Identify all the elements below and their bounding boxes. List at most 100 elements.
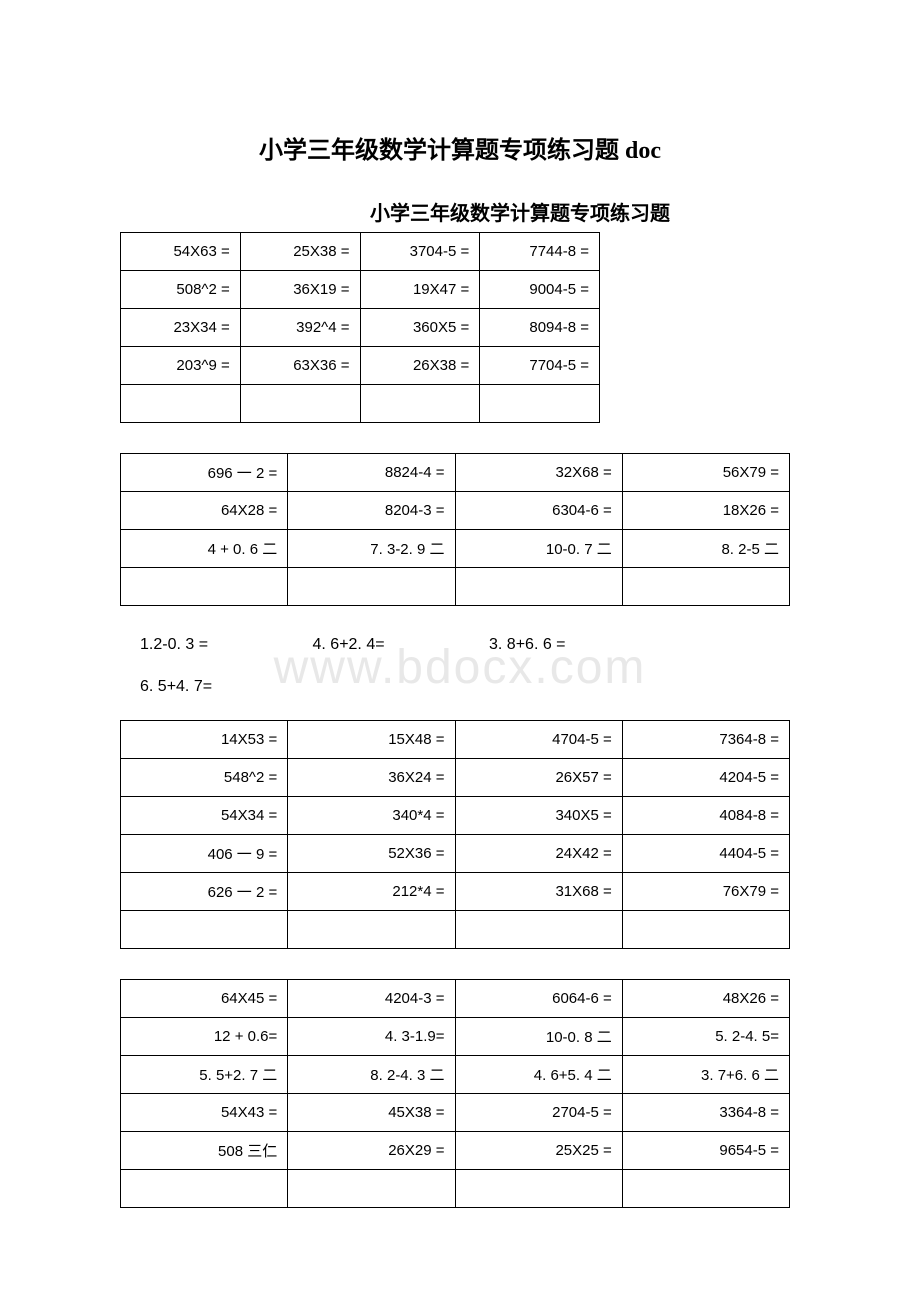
table-row: 696 一 2 = 8824-4 = 32X68 = 56X79 = — [121, 454, 790, 492]
table-row: 626 一 2 = 212*4 = 31X68 = 76X79 = — [121, 873, 790, 911]
table-cell: 7. 3-2. 9 二 — [288, 530, 455, 568]
table-cell: 626 一 2 = — [121, 873, 288, 911]
inline-item: 6. 5+4. 7= — [140, 678, 212, 696]
table-cell: 64X45 = — [121, 980, 288, 1018]
inline-item: 1.2-0. 3 = — [140, 636, 208, 654]
table-row: 548^2 = 36X24 = 26X57 = 4204-5 = — [121, 759, 790, 797]
table-cell: 4404-5 = — [622, 835, 789, 873]
table-cell: 2704-5 = — [455, 1094, 622, 1132]
table-row — [121, 911, 790, 949]
table-cell: 52X36 = — [288, 835, 455, 873]
table-row: 54X43 = 45X38 = 2704-5 = 3364-8 = — [121, 1094, 790, 1132]
table-row: 508 三仁 26X29 = 25X25 = 9654-5 = — [121, 1132, 790, 1170]
table-cell — [622, 911, 789, 949]
table-row: 508^2 = 36X19 = 19X47 = 9004-5 = — [121, 271, 600, 309]
table-cell — [455, 568, 622, 606]
table-cell: 56X79 = — [622, 454, 789, 492]
table-cell: 406 一 9 = — [121, 835, 288, 873]
table-2: 696 一 2 = 8824-4 = 32X68 = 56X79 = 64X28… — [120, 453, 790, 606]
table-cell — [622, 568, 789, 606]
table-1: 54X63 = 25X38 = 3704-5 = 7744-8 = 508^2 … — [120, 232, 600, 423]
table-3-body: 14X53 = 15X48 = 4704-5 = 7364-8 = 548^2 … — [121, 721, 790, 949]
table-cell — [360, 385, 480, 423]
table-cell — [622, 1170, 789, 1208]
sub-title: 小学三年级数学计算题专项练习题 — [220, 197, 820, 226]
table-cell: 19X47 = — [360, 271, 480, 309]
table-row: 54X63 = 25X38 = 3704-5 = 7744-8 = — [121, 233, 600, 271]
table-row: 203^9 = 63X36 = 26X38 = 7704-5 = — [121, 347, 600, 385]
table-row: 406 一 9 = 52X36 = 24X42 = 4404-5 = — [121, 835, 790, 873]
table-cell: 10-0. 8 二 — [455, 1018, 622, 1056]
inline-row-1: 1.2-0. 3 = 4. 6+2. 4= 3. 8+6. 6 = — [140, 636, 820, 654]
table-row — [121, 568, 790, 606]
table-cell — [121, 568, 288, 606]
table-cell: 15X48 = — [288, 721, 455, 759]
table-cell: 212*4 = — [288, 873, 455, 911]
inline-row-2: 6. 5+4. 7= — [140, 678, 820, 696]
table-cell: 6064-6 = — [455, 980, 622, 1018]
table-cell: 25X25 = — [455, 1132, 622, 1170]
table-cell: 508^2 = — [121, 271, 241, 309]
table-cell: 14X53 = — [121, 721, 288, 759]
table-row: 54X34 = 340*4 = 340X5 = 4084-8 = — [121, 797, 790, 835]
table-cell: 12 + 0.6= — [121, 1018, 288, 1056]
table-cell: 5. 5+2. 7 二 — [121, 1056, 288, 1094]
table-cell: 4 + 0. 6 二 — [121, 530, 288, 568]
table-cell: 360X5 = — [360, 309, 480, 347]
table-cell: 4704-5 = — [455, 721, 622, 759]
table-cell: 3. 7+6. 6 二 — [622, 1056, 789, 1094]
table-cell: 8. 2-4. 3 二 — [288, 1056, 455, 1094]
table-2-body: 696 一 2 = 8824-4 = 32X68 = 56X79 = 64X28… — [121, 454, 790, 606]
table-cell: 26X29 = — [288, 1132, 455, 1170]
inline-item: 4. 6+2. 4= — [313, 636, 385, 654]
table-cell: 31X68 = — [455, 873, 622, 911]
table-cell: 10-0. 7 二 — [455, 530, 622, 568]
table-cell: 8094-8 = — [480, 309, 600, 347]
table-cell: 4204-5 = — [622, 759, 789, 797]
table-cell: 63X36 = — [240, 347, 360, 385]
table-cell: 4. 6+5. 4 二 — [455, 1056, 622, 1094]
table-cell: 18X26 = — [622, 492, 789, 530]
table-cell — [288, 1170, 455, 1208]
table-cell: 26X38 = — [360, 347, 480, 385]
table-row: 23X34 = 392^4 = 360X5 = 8094-8 = — [121, 309, 600, 347]
table-cell: 3704-5 = — [360, 233, 480, 271]
table-cell: 54X34 = — [121, 797, 288, 835]
table-cell: 54X63 = — [121, 233, 241, 271]
table-cell: 76X79 = — [622, 873, 789, 911]
table-cell — [288, 911, 455, 949]
table-cell: 7744-8 = — [480, 233, 600, 271]
table-cell: 340*4 = — [288, 797, 455, 835]
table-4-body: 64X45 = 4204-3 = 6064-6 = 48X26 = 12 + 0… — [121, 980, 790, 1208]
table-cell — [455, 911, 622, 949]
table-4: 64X45 = 4204-3 = 6064-6 = 48X26 = 12 + 0… — [120, 979, 790, 1208]
table-cell: 3364-8 = — [622, 1094, 789, 1132]
table-3: 14X53 = 15X48 = 4704-5 = 7364-8 = 548^2 … — [120, 720, 790, 949]
table-row — [121, 1170, 790, 1208]
table-cell: 25X38 = — [240, 233, 360, 271]
table-cell: 4084-8 = — [622, 797, 789, 835]
table-cell: 9654-5 = — [622, 1132, 789, 1170]
table-row: 5. 5+2. 7 二 8. 2-4. 3 二 4. 6+5. 4 二 3. 7… — [121, 1056, 790, 1094]
table-row: 12 + 0.6= 4. 3-1.9= 10-0. 8 二 5. 2-4. 5= — [121, 1018, 790, 1056]
table-cell: 24X42 = — [455, 835, 622, 873]
table-row: 4 + 0. 6 二 7. 3-2. 9 二 10-0. 7 二 8. 2-5 … — [121, 530, 790, 568]
table-cell: 5. 2-4. 5= — [622, 1018, 789, 1056]
table-cell: 45X38 = — [288, 1094, 455, 1132]
table-row: 64X45 = 4204-3 = 6064-6 = 48X26 = — [121, 980, 790, 1018]
table-cell: 508 三仁 — [121, 1132, 288, 1170]
table-cell: 8824-4 = — [288, 454, 455, 492]
table-cell — [240, 385, 360, 423]
table-cell — [480, 385, 600, 423]
table-cell: 548^2 = — [121, 759, 288, 797]
table-cell: 54X43 = — [121, 1094, 288, 1132]
table-cell — [121, 1170, 288, 1208]
table-cell — [455, 1170, 622, 1208]
table-cell — [121, 911, 288, 949]
table-cell: 26X57 = — [455, 759, 622, 797]
table-cell: 6304-6 = — [455, 492, 622, 530]
table-cell: 23X34 = — [121, 309, 241, 347]
table-1-body: 54X63 = 25X38 = 3704-5 = 7744-8 = 508^2 … — [121, 233, 600, 423]
table-row: 64X28 = 8204-3 = 6304-6 = 18X26 = — [121, 492, 790, 530]
table-cell: 7704-5 = — [480, 347, 600, 385]
